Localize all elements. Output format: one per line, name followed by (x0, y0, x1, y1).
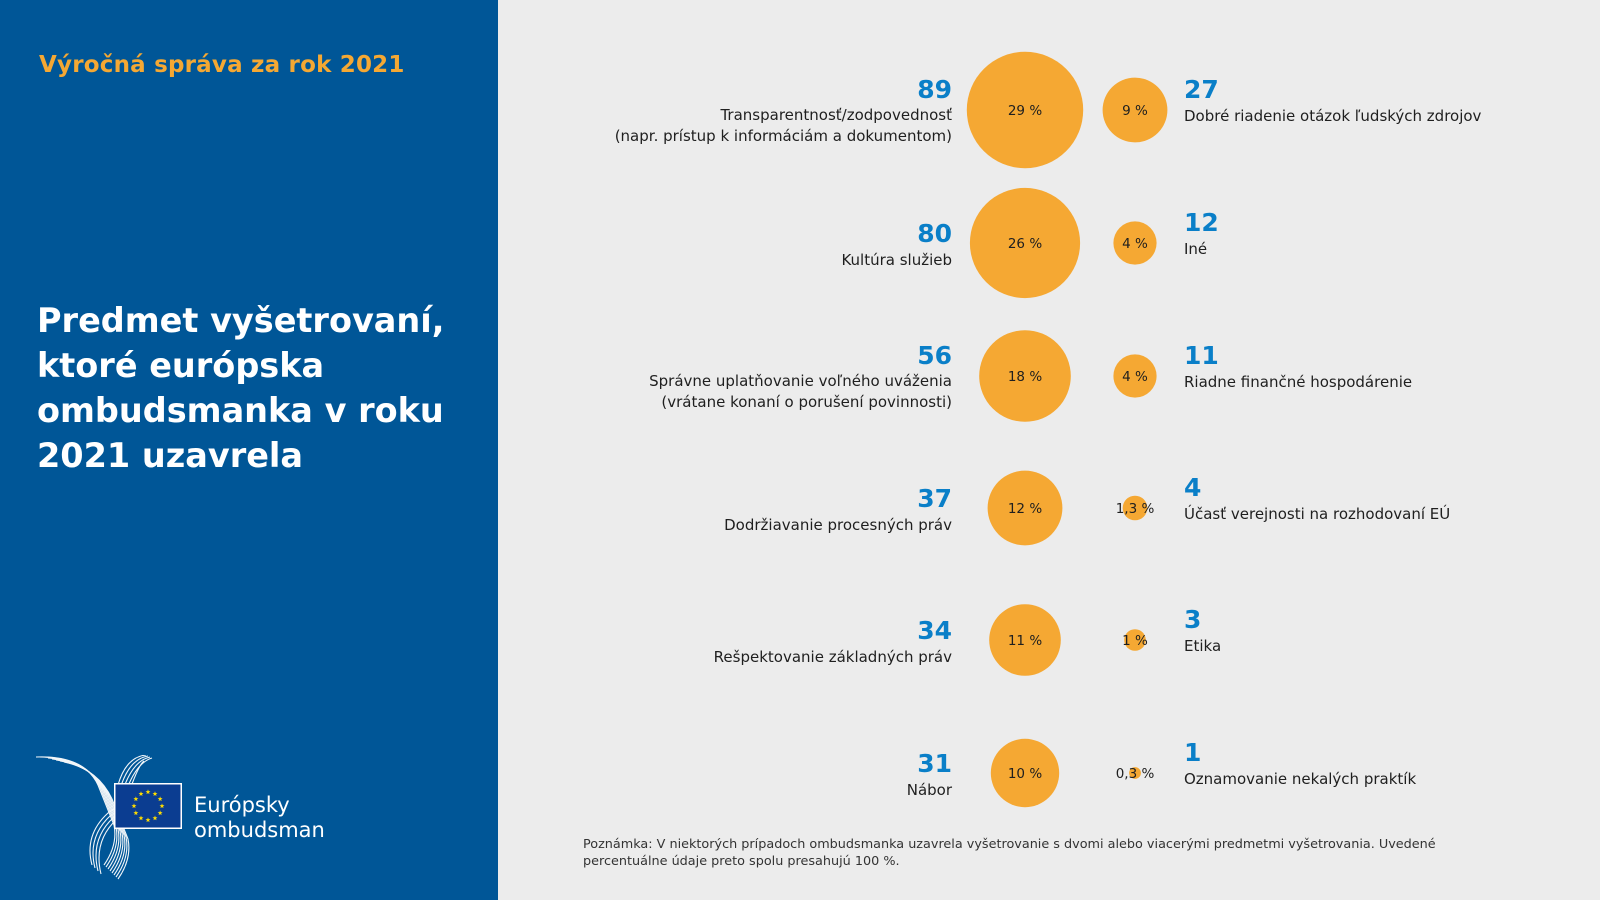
eu-star-icon (157, 810, 163, 816)
bubble (1124, 629, 1146, 651)
count-value: 3 (1184, 605, 1201, 634)
logo-text-line1: Európsky (194, 793, 290, 817)
category-label: (vrátane konaní o porušení povinnosti) (661, 393, 952, 411)
category-label: (napr. prístup k informáciám a dokumento… (615, 127, 952, 145)
bubble-percent-label: 11 % (1008, 633, 1042, 649)
bubble-percent-label: 18 % (1008, 369, 1042, 385)
bubble-percent-label: 10 % (1008, 766, 1042, 782)
right-category-4: 1 % 3 Etika (1122, 605, 1221, 655)
category-label: Správne uplatňovanie voľného uváženia (649, 372, 952, 390)
bubble-percent-label: 12 % (1008, 501, 1042, 517)
eu-star-icon (152, 815, 158, 821)
bubble-percent-label: 29 % (1008, 103, 1042, 119)
category-label: Kultúra služieb (841, 251, 952, 269)
bubble (987, 470, 1063, 546)
eu-flag-icon (114, 783, 182, 829)
right-category-3: 1,3 % 4 Účasť verejnosti na rozhodovaní EÚ (1116, 473, 1451, 523)
count-value: 4 (1184, 473, 1201, 502)
page-title: Predmet vyšetrovaní, ktoré európska ombu… (37, 301, 445, 475)
count-value: 1 (1184, 738, 1201, 767)
eu-star-icon (145, 817, 151, 823)
count-value: 12 (1184, 208, 1219, 237)
bubble-percent-label: 1 % (1122, 633, 1148, 649)
bubble (1129, 767, 1141, 779)
right-category-0: 9 % 27 Dobré riadenie otázok ľudských zdro… (1102, 75, 1482, 143)
count-value: 31 (917, 749, 952, 778)
left-category-1: 26 % 80 Kultúra služieb (841, 187, 1081, 299)
eu-star-icon (145, 789, 151, 795)
right-category-2: 4 % 11 Riadne finančné hospodárenie (1113, 341, 1412, 398)
count-value: 56 (917, 341, 952, 370)
category-label: Účasť verejnosti na rozhodovaní EÚ (1184, 504, 1450, 523)
left-category-5: 10 % 31 Nábor (907, 738, 1060, 808)
bubble-percent-label: 0,3 % (1116, 766, 1155, 782)
left-category-2: 18 % 56 Správne uplatňovanie voľného uváže… (649, 330, 1071, 422)
european-ombudsman-logo-icon (35, 755, 182, 880)
bubble (990, 738, 1060, 808)
category-label: Iné (1184, 240, 1207, 258)
bubble-percent-label: 26 % (1008, 236, 1042, 252)
bubble-percent-label: 9 % (1122, 103, 1148, 119)
logo-text: Európsky ombudsman (194, 793, 325, 843)
count-value: 27 (1184, 75, 1219, 104)
left-category-4: 11 % 34 Rešpektovanie základných práv (714, 604, 1061, 676)
eu-star-icon (157, 796, 163, 802)
sidebar: Výročná správa za rok 2021 Predmet vyšet… (0, 0, 498, 900)
bubble (1113, 221, 1157, 265)
footnote: Poznámka: V niektorých prípadoch ombudsm… (583, 837, 1436, 869)
eu-star-icon (133, 796, 139, 802)
category-label: Rešpektovanie základných práv (714, 648, 952, 666)
category-label: Dodržiavanie procesných práv (724, 516, 952, 534)
bubble-percent-label: 4 % (1122, 236, 1148, 252)
left-category-0: 29 % 89 Transparentnosť/zodpovednosť (napr.… (615, 51, 1084, 169)
count-value: 34 (917, 616, 952, 645)
bubble (969, 187, 1081, 299)
category-label: Nábor (907, 781, 953, 799)
count-value: 11 (1184, 341, 1219, 370)
category-label: Transparentnosť/zodpovednosť (719, 106, 952, 124)
count-value: 80 (917, 219, 952, 248)
right-category-5: 0,3 % 1 Oznamovanie nekalých praktík (1116, 738, 1417, 788)
logo-text-line2: ombudsman (194, 818, 325, 842)
bubble-percent-label: 4 % (1122, 369, 1148, 385)
bubble (1102, 77, 1168, 143)
bubble (1122, 495, 1148, 521)
report-title: Výročná správa za rok 2021 (39, 52, 405, 78)
bubble (989, 604, 1061, 676)
eu-star-icon (131, 803, 137, 809)
logo-swoosh-icon (35, 755, 153, 880)
bubble (966, 51, 1084, 169)
eu-star-icon (138, 791, 144, 796)
eu-star-icon (152, 791, 158, 796)
bubble-percent-label: 1,3 % (1116, 501, 1155, 517)
count-value: 89 (917, 75, 952, 104)
right-category-1: 4 % 12 Iné (1113, 208, 1219, 265)
category-label: Etika (1184, 637, 1221, 655)
category-label: Riadne finančné hospodárenie (1184, 373, 1412, 391)
count-value: 37 (917, 484, 952, 513)
bubble (1113, 354, 1157, 398)
bubble (979, 330, 1071, 422)
category-label: Oznamovanie nekalých praktík (1184, 770, 1416, 788)
eu-star-icon (159, 803, 165, 809)
category-label: Dobré riadenie otázok ľudských zdrojov (1184, 107, 1482, 125)
eu-star-icon (138, 815, 144, 821)
left-category-3: 12 % 37 Dodržiavanie procesných práv (724, 470, 1063, 546)
eu-star-icon (133, 810, 139, 816)
